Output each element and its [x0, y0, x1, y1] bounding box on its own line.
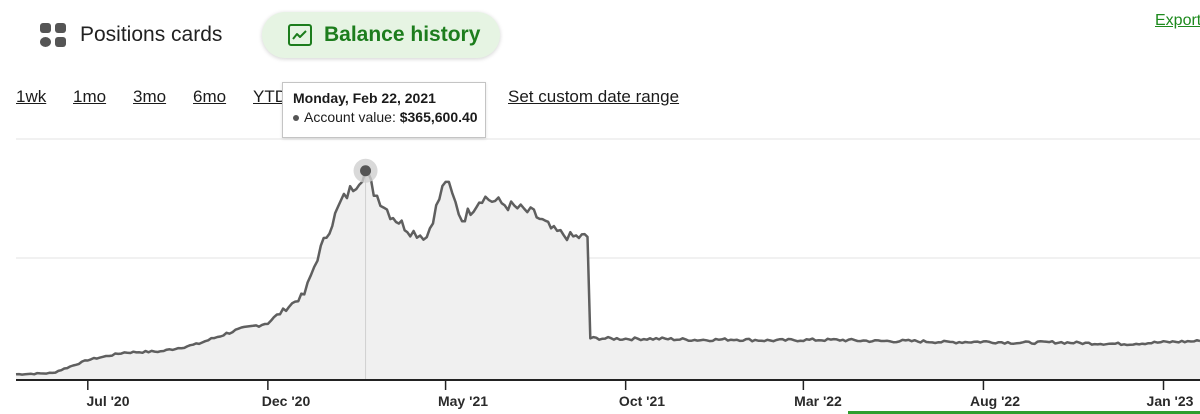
- balance-history-tab[interactable]: Balance history: [262, 12, 500, 58]
- active-section-indicator: [848, 411, 1200, 414]
- hover-point: [360, 165, 372, 177]
- range-1wk[interactable]: 1wk: [16, 87, 47, 106]
- series-bullet-icon: [293, 115, 299, 122]
- x-tick-label: Mar '22: [794, 393, 842, 409]
- x-tick-label: Jan '23: [1146, 393, 1194, 409]
- positions-cards-tab[interactable]: Positions cards: [40, 16, 222, 54]
- x-tick-label: May '21: [437, 393, 489, 409]
- range-ytd[interactable]: YTD: [253, 87, 287, 106]
- range-6mo[interactable]: 6mo: [193, 87, 227, 106]
- tooltip-account-value: Account value: $365,600.40: [293, 109, 485, 125]
- x-tick-label: Dec '20: [261, 393, 311, 409]
- tooltip-value: $365,600.40: [399, 109, 478, 125]
- chart-tooltip: Monday, Feb 22, 2021 Account value: $365…: [282, 82, 486, 138]
- balance-history-label: Balance history: [324, 23, 481, 46]
- range-1mo[interactable]: 1mo: [73, 87, 107, 106]
- balance-area: [16, 170, 1200, 380]
- x-tick-label: Aug '22: [969, 393, 1021, 409]
- tooltip-date: Monday, Feb 22, 2021: [293, 90, 436, 106]
- export-link[interactable]: Export: [1155, 12, 1200, 29]
- grid-icon: [40, 23, 66, 47]
- x-tick-label: Jul '20: [86, 393, 130, 409]
- positions-cards-label: Positions cards: [80, 23, 223, 46]
- tooltip-series-label: Account value:: [304, 109, 396, 125]
- custom-date-range-link[interactable]: Set custom date range: [508, 87, 680, 106]
- range-3mo[interactable]: 3mo: [133, 87, 167, 106]
- balance-line: [15, 168, 1200, 376]
- x-tick-label: Oct '21: [618, 393, 666, 409]
- trend-chart-icon: [288, 24, 312, 46]
